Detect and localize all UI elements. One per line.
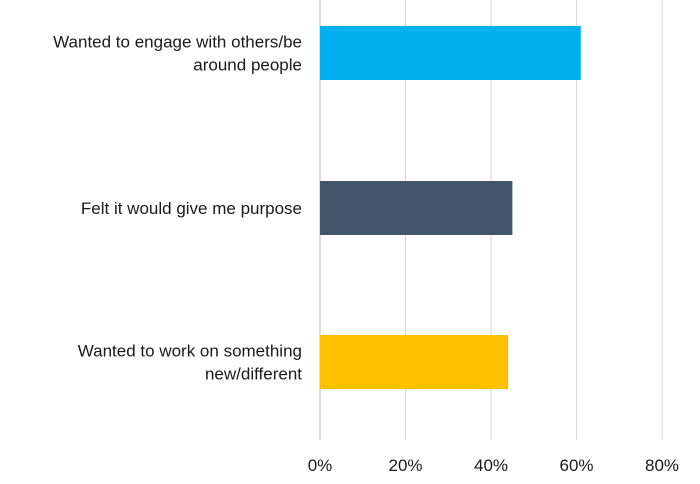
x-tick-labels: 0% 20% 40% 60% 80% bbox=[308, 456, 679, 475]
category-label: Felt it would give me purpose bbox=[81, 199, 302, 218]
x-tick-label: 40% bbox=[474, 456, 508, 475]
bar bbox=[320, 335, 509, 389]
bar bbox=[320, 26, 581, 80]
category-label: around people bbox=[193, 56, 302, 75]
category-label: Wanted to work on something bbox=[78, 342, 302, 361]
bars bbox=[320, 26, 581, 389]
x-tick-label: 60% bbox=[559, 456, 593, 475]
category-label: Wanted to engage with others/be bbox=[53, 33, 302, 52]
x-tick-label: 80% bbox=[645, 456, 679, 475]
category-label: new/different bbox=[205, 365, 302, 384]
x-tick-label: 0% bbox=[308, 456, 333, 475]
bar bbox=[320, 181, 513, 235]
x-tick-label: 20% bbox=[388, 456, 422, 475]
category-labels: Wanted to engage with others/be around pe… bbox=[53, 33, 302, 384]
